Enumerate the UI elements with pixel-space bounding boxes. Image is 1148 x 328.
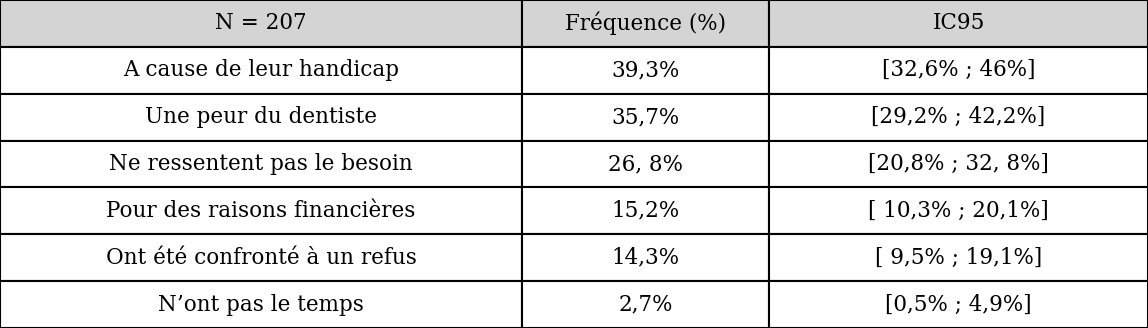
Text: 26, 8%: 26, 8% [608, 153, 683, 175]
Bar [522, 187, 769, 234]
Text: 35,7%: 35,7% [612, 106, 680, 128]
Text: 14,3%: 14,3% [612, 247, 680, 269]
Bar [0, 47, 522, 94]
Bar [769, 94, 1148, 141]
Bar [0, 0, 522, 47]
Text: 15,2%: 15,2% [612, 200, 680, 222]
Bar [769, 187, 1148, 234]
Bar [0, 281, 522, 328]
Text: 39,3%: 39,3% [612, 59, 680, 81]
Bar [522, 0, 769, 47]
Bar [769, 47, 1148, 94]
Bar [769, 0, 1148, 47]
Text: [32,6% ; 46%]: [32,6% ; 46%] [882, 59, 1035, 81]
Bar [0, 187, 522, 234]
Text: N’ont pas le temps: N’ont pas le temps [158, 294, 364, 316]
Text: Une peur du dentiste: Une peur du dentiste [145, 106, 378, 128]
Bar [769, 234, 1148, 281]
Text: IC95: IC95 [932, 12, 985, 34]
Text: [0,5% ; 4,9%]: [0,5% ; 4,9%] [885, 294, 1032, 316]
Text: A cause de leur handicap: A cause de leur handicap [123, 59, 400, 81]
Bar [522, 141, 769, 187]
Text: [ 10,3% ; 20,1%]: [ 10,3% ; 20,1%] [868, 200, 1049, 222]
Text: Pour des raisons financières: Pour des raisons financières [107, 200, 416, 222]
Text: Ne ressentent pas le besoin: Ne ressentent pas le besoin [109, 153, 413, 175]
Text: 2,7%: 2,7% [619, 294, 673, 316]
Bar [769, 141, 1148, 187]
Bar [522, 234, 769, 281]
Bar [0, 234, 522, 281]
Text: Fréquence (%): Fréquence (%) [565, 12, 727, 35]
Bar [522, 281, 769, 328]
Bar [522, 47, 769, 94]
Bar [0, 94, 522, 141]
Text: N = 207: N = 207 [216, 12, 307, 34]
Bar [769, 281, 1148, 328]
Bar [0, 141, 522, 187]
Text: [ 9,5% ; 19,1%]: [ 9,5% ; 19,1%] [875, 247, 1042, 269]
Bar [522, 94, 769, 141]
Text: [29,2% ; 42,2%]: [29,2% ; 42,2%] [871, 106, 1046, 128]
Text: [20,8% ; 32, 8%]: [20,8% ; 32, 8%] [868, 153, 1049, 175]
Text: Ont été confronté à un refus: Ont été confronté à un refus [106, 247, 417, 269]
